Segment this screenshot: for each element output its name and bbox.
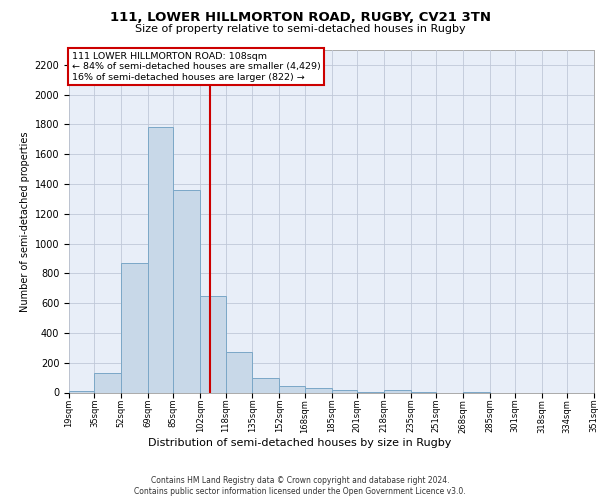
- Bar: [305, 388, 331, 392]
- Text: Distribution of semi-detached houses by size in Rugby: Distribution of semi-detached houses by …: [148, 438, 452, 448]
- Bar: [69, 391, 94, 392]
- Bar: [253, 378, 280, 392]
- Bar: [148, 128, 173, 392]
- Bar: [331, 390, 357, 392]
- Bar: [94, 373, 121, 392]
- Bar: [280, 386, 305, 392]
- Bar: [200, 296, 226, 392]
- Bar: [383, 390, 410, 392]
- Text: 111 LOWER HILLMORTON ROAD: 108sqm
← 84% of semi-detached houses are smaller (4,4: 111 LOWER HILLMORTON ROAD: 108sqm ← 84% …: [71, 52, 320, 82]
- Text: Size of property relative to semi-detached houses in Rugby: Size of property relative to semi-detach…: [134, 24, 466, 34]
- Bar: [121, 263, 148, 392]
- Text: Contains public sector information licensed under the Open Government Licence v3: Contains public sector information licen…: [134, 488, 466, 496]
- Y-axis label: Number of semi-detached properties: Number of semi-detached properties: [20, 131, 31, 312]
- Bar: [173, 190, 200, 392]
- Bar: [226, 352, 253, 393]
- Text: 111, LOWER HILLMORTON ROAD, RUGBY, CV21 3TN: 111, LOWER HILLMORTON ROAD, RUGBY, CV21 …: [110, 11, 491, 24]
- Text: Contains HM Land Registry data © Crown copyright and database right 2024.: Contains HM Land Registry data © Crown c…: [151, 476, 449, 485]
